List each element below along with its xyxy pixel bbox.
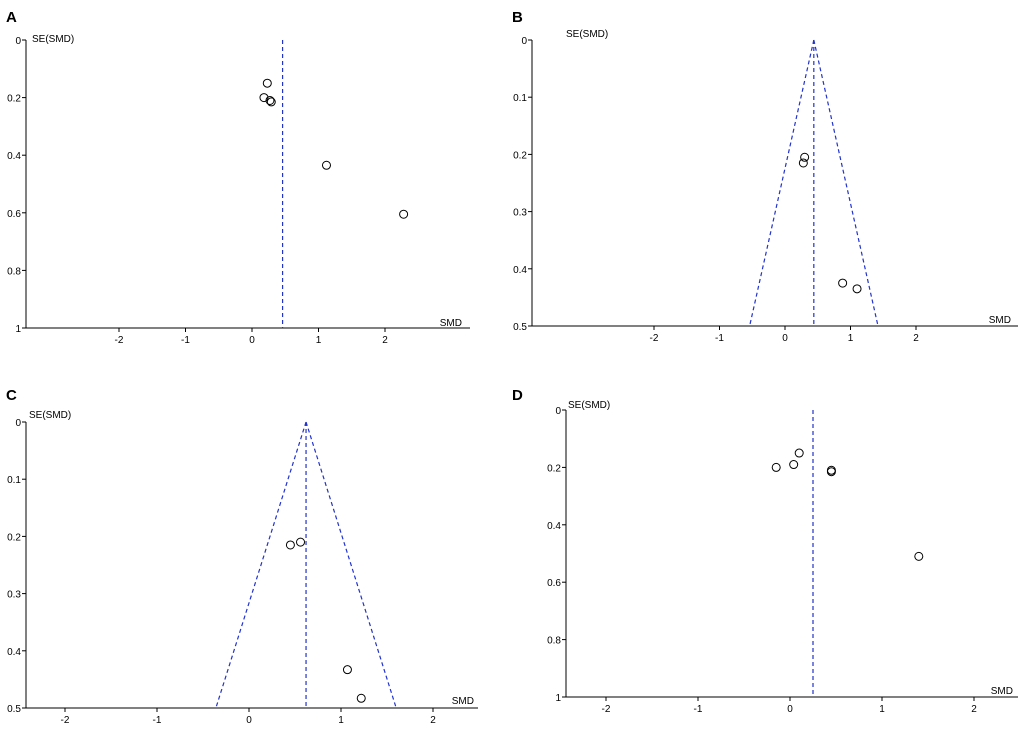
y-tick-label: 0.3 bbox=[513, 208, 527, 219]
y-tick-label: 0.3 bbox=[7, 590, 21, 601]
y-tick-label: 0.6 bbox=[547, 578, 561, 589]
x-tick-label: -2 bbox=[115, 335, 124, 346]
y-axis-title: SE(SMD) bbox=[32, 34, 74, 45]
panel-b: B SE(SMD) SMD 0 0.1 0.2 0.3 0.4 0.5 -2 -1 0 1 2 bbox=[512, 9, 1018, 344]
y-tick-label: 0.5 bbox=[7, 704, 21, 715]
y-tick-label: 0.8 bbox=[7, 266, 21, 277]
study-point bbox=[259, 93, 269, 103]
x-tick-label: -1 bbox=[694, 704, 703, 715]
x-tick-label: -2 bbox=[650, 333, 659, 344]
y-axis-title: SE(SMD) bbox=[29, 410, 71, 421]
y-tick-label: 0.4 bbox=[7, 647, 21, 658]
x-tick-label: -1 bbox=[153, 715, 162, 726]
x-tick-label: 2 bbox=[382, 335, 388, 346]
x-tick-label: 1 bbox=[879, 704, 885, 715]
x-tick-label: 0 bbox=[246, 715, 252, 726]
panel-letter: D bbox=[512, 387, 523, 404]
y-tick-label: 0 bbox=[15, 36, 21, 47]
funnel-left-limit bbox=[215, 421, 307, 709]
panel-d: D SE(SMD) SMD 0 0.2 0.4 0.6 0.8 1 -2 -1 0 1 2 bbox=[512, 387, 1018, 715]
y-tick-label: 0.2 bbox=[7, 94, 21, 105]
y-tick-label: 0.4 bbox=[7, 151, 21, 162]
x-axis-title: SMD bbox=[991, 686, 1013, 697]
study-point bbox=[789, 460, 799, 470]
x-tick-label: 0 bbox=[782, 333, 788, 344]
study-point bbox=[285, 540, 295, 550]
y-axis-title: SE(SMD) bbox=[566, 29, 608, 40]
study-point bbox=[399, 209, 409, 219]
panel-letter: B bbox=[512, 9, 523, 26]
study-point bbox=[794, 448, 804, 458]
x-tick-label: 1 bbox=[338, 715, 344, 726]
y-tick-label: 0.2 bbox=[513, 150, 527, 161]
y-tick-label: 0 bbox=[521, 36, 527, 47]
y-tick-label: 0 bbox=[555, 406, 561, 417]
x-tick-label: 2 bbox=[430, 715, 436, 726]
study-point bbox=[914, 551, 924, 561]
y-tick-label: 0.2 bbox=[547, 463, 561, 474]
y-tick-label: 0.1 bbox=[513, 93, 527, 104]
y-tick-label: 0.8 bbox=[547, 636, 561, 647]
study-point bbox=[342, 665, 352, 675]
study-point bbox=[852, 284, 862, 294]
x-tick-label: -1 bbox=[181, 335, 190, 346]
x-tick-label: 0 bbox=[787, 704, 793, 715]
study-point bbox=[266, 97, 276, 107]
y-tick-label: 0.5 bbox=[513, 322, 527, 333]
x-axis-title: SMD bbox=[989, 315, 1011, 326]
y-tick-label: 0.1 bbox=[7, 475, 21, 486]
study-point bbox=[296, 537, 306, 547]
funnel-right-limit bbox=[813, 39, 879, 327]
panel-c: C SE(SMD) SMD 0 0.1 0.2 0.3 0.4 0.5 -2 -1 0 1 2 bbox=[6, 387, 478, 726]
y-tick-label: 0 bbox=[15, 418, 21, 429]
study-point bbox=[838, 278, 848, 288]
study-point bbox=[798, 158, 808, 168]
y-axis-title: SE(SMD) bbox=[568, 400, 610, 411]
x-tick-label: -2 bbox=[61, 715, 70, 726]
funnel-left-limit bbox=[749, 39, 815, 327]
y-tick-label: 1 bbox=[15, 324, 21, 335]
study-point bbox=[826, 467, 836, 477]
panel-letter: A bbox=[6, 9, 17, 26]
x-tick-label: 1 bbox=[316, 335, 322, 346]
x-tick-label: -1 bbox=[715, 333, 724, 344]
x-tick-label: 1 bbox=[848, 333, 854, 344]
y-tick-label: 1 bbox=[555, 693, 561, 704]
y-tick-label: 0.4 bbox=[547, 521, 561, 532]
x-tick-label: 0 bbox=[249, 335, 255, 346]
y-tick-label: 0.2 bbox=[7, 532, 21, 543]
panel-a: A SE(SMD) SMD 0 0.2 0.4 0.6 0.8 1 -2 -1 0 1 2 bbox=[6, 9, 470, 346]
x-tick-label: 2 bbox=[971, 704, 977, 715]
x-axis-title: SMD bbox=[440, 318, 462, 329]
study-point bbox=[356, 693, 366, 703]
x-axis-title: SMD bbox=[452, 696, 474, 707]
study-point bbox=[265, 95, 275, 105]
y-tick-label: 0.4 bbox=[513, 265, 527, 276]
study-point bbox=[321, 160, 331, 170]
x-tick-label: -2 bbox=[602, 704, 611, 715]
funnel-right-limit bbox=[305, 421, 397, 709]
study-point bbox=[800, 152, 810, 162]
study-point bbox=[262, 78, 272, 88]
panel-letter: C bbox=[6, 387, 17, 404]
study-point bbox=[771, 462, 781, 472]
y-tick-label: 0.6 bbox=[7, 209, 21, 220]
x-tick-label: 2 bbox=[913, 333, 919, 344]
